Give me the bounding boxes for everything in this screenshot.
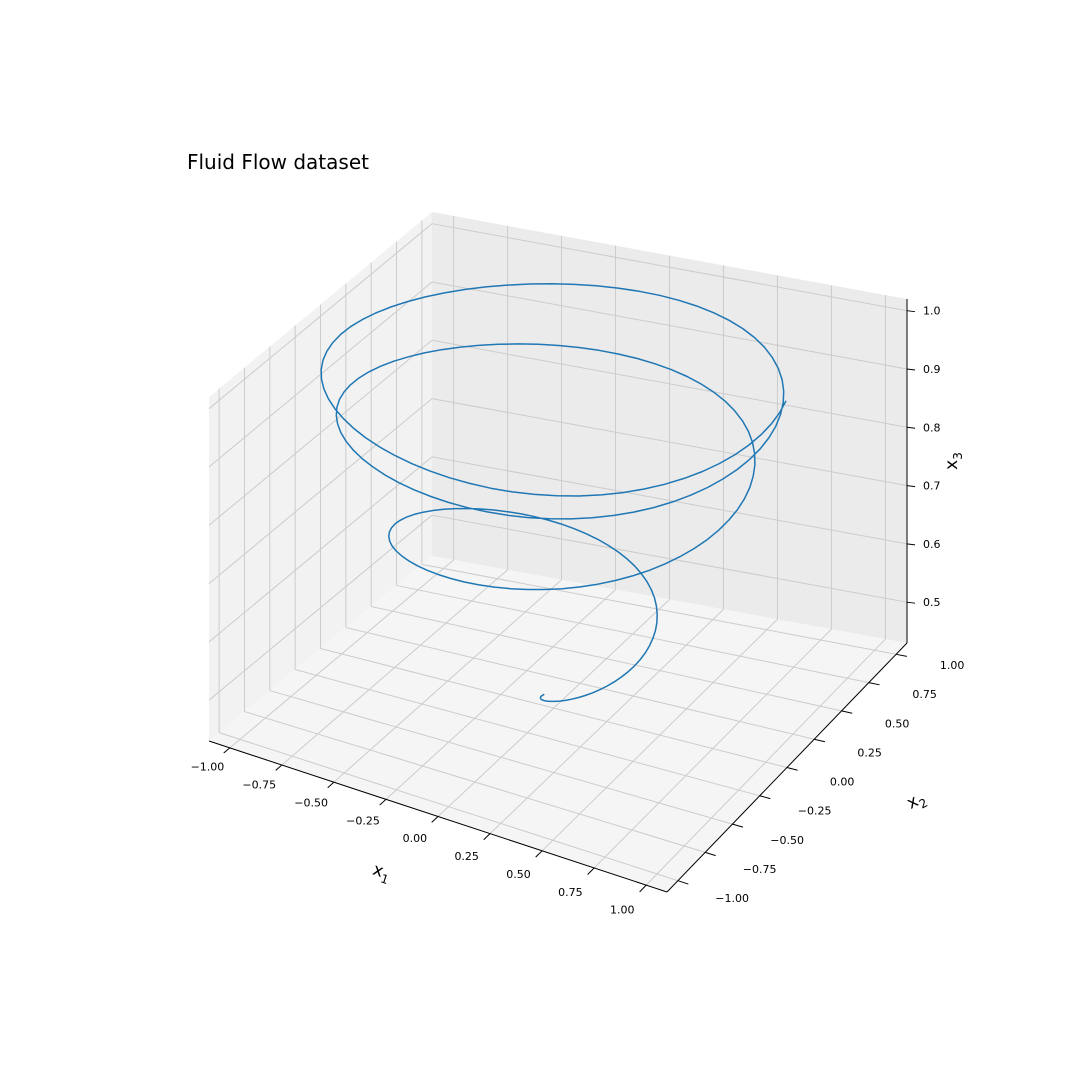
- x-tick-label: 0.25: [454, 850, 479, 863]
- z-tick-label: 0.7: [923, 480, 941, 493]
- grid-line-z-back: [431, 514, 908, 603]
- grid-line-y-floor: [345, 626, 815, 740]
- grid-line-y-floor: [269, 690, 733, 825]
- y-tick-label: 0.75: [912, 688, 937, 701]
- x-tick-mark: [327, 781, 335, 789]
- y-tick-label: 0.00: [830, 776, 855, 789]
- x-tick-mark: [379, 798, 387, 806]
- x-tick-mark: [535, 850, 543, 858]
- x-tick-mark: [639, 884, 647, 893]
- z-tick-label: 0.5: [923, 596, 941, 609]
- grid-line-y-floor: [295, 669, 760, 797]
- x-tick-mark: [275, 764, 283, 771]
- z-tick-label: 0.8: [923, 421, 941, 434]
- x-tick-label: −1.00: [191, 761, 225, 774]
- z-tick-mark: [906, 368, 916, 371]
- y-tick-label: −1.00: [715, 892, 749, 905]
- y-tick-mark: [732, 823, 744, 828]
- grid-line-z-left: [208, 223, 433, 410]
- x-axis-label: x1: [369, 860, 393, 887]
- y-tick-label: 1.00: [940, 659, 965, 672]
- y-tick-label: 0.25: [857, 746, 882, 759]
- z-tick-mark: [906, 426, 916, 429]
- y-tick-label: −0.50: [770, 834, 804, 847]
- y-tick-mark: [868, 682, 880, 686]
- x-tick-mark: [223, 747, 231, 754]
- y-tick-mark: [677, 880, 689, 885]
- grid-line-z-left: [208, 456, 433, 643]
- y-tick-mark: [705, 851, 716, 857]
- floor-pane: [209, 556, 907, 892]
- x-tick-label: 0.75: [558, 886, 583, 899]
- y-tick-mark: [895, 653, 907, 657]
- y-tick-label: −0.75: [743, 863, 777, 876]
- x-tick-label: 0.00: [403, 832, 428, 845]
- grid-line-z-back: [431, 398, 908, 487]
- grid-line-y-floor: [421, 563, 897, 655]
- grid-line-y-floor: [396, 584, 869, 684]
- x-tick-mark: [431, 816, 439, 823]
- grid-line-y-floor: [244, 711, 706, 853]
- x-tick-label: 0.50: [506, 868, 531, 881]
- grid-line-z-back: [431, 339, 908, 428]
- grid-line-y-floor: [218, 732, 679, 882]
- grid-line-z-left: [208, 281, 433, 468]
- grid-line-z-back: [431, 456, 908, 545]
- z-tick-mark: [906, 485, 916, 488]
- x-tick-mark: [587, 867, 595, 875]
- y-tick-mark: [759, 795, 771, 800]
- y-tick-label: −0.25: [798, 805, 832, 818]
- y-tick-mark: [814, 738, 826, 743]
- y-tick-label: 0.50: [885, 717, 910, 730]
- grid-line-z-left: [208, 398, 433, 584]
- grid-line-y-floor: [371, 605, 842, 712]
- z-axis-label: x3: [942, 452, 965, 470]
- z-tick-mark: [906, 543, 916, 546]
- z-tick-label: 1.0: [923, 305, 941, 318]
- series-line-trajectory: [320, 283, 787, 703]
- z-tick-mark: [906, 601, 916, 604]
- grid-line-z-back: [431, 281, 908, 370]
- x-tick-label: −0.75: [242, 779, 276, 792]
- y-tick-mark: [841, 710, 853, 714]
- grid-line-z-back: [431, 223, 908, 312]
- grid-line-z-left: [208, 339, 433, 526]
- x-tick-label: −0.50: [294, 796, 328, 809]
- y-axis-label: x2: [904, 788, 930, 817]
- x-tick-mark: [483, 833, 491, 841]
- z-tick-mark: [906, 310, 916, 313]
- x-tick-label: −0.25: [346, 814, 380, 827]
- x-tick-label: 1.00: [610, 904, 635, 917]
- grid-line-z-left: [208, 514, 433, 701]
- z-tick-label: 0.9: [923, 363, 941, 376]
- grid-line-y-floor: [320, 648, 788, 768]
- y-tick-mark: [786, 767, 798, 771]
- chart-title: Fluid Flow dataset: [187, 150, 369, 174]
- z-tick-label: 0.6: [923, 538, 941, 551]
